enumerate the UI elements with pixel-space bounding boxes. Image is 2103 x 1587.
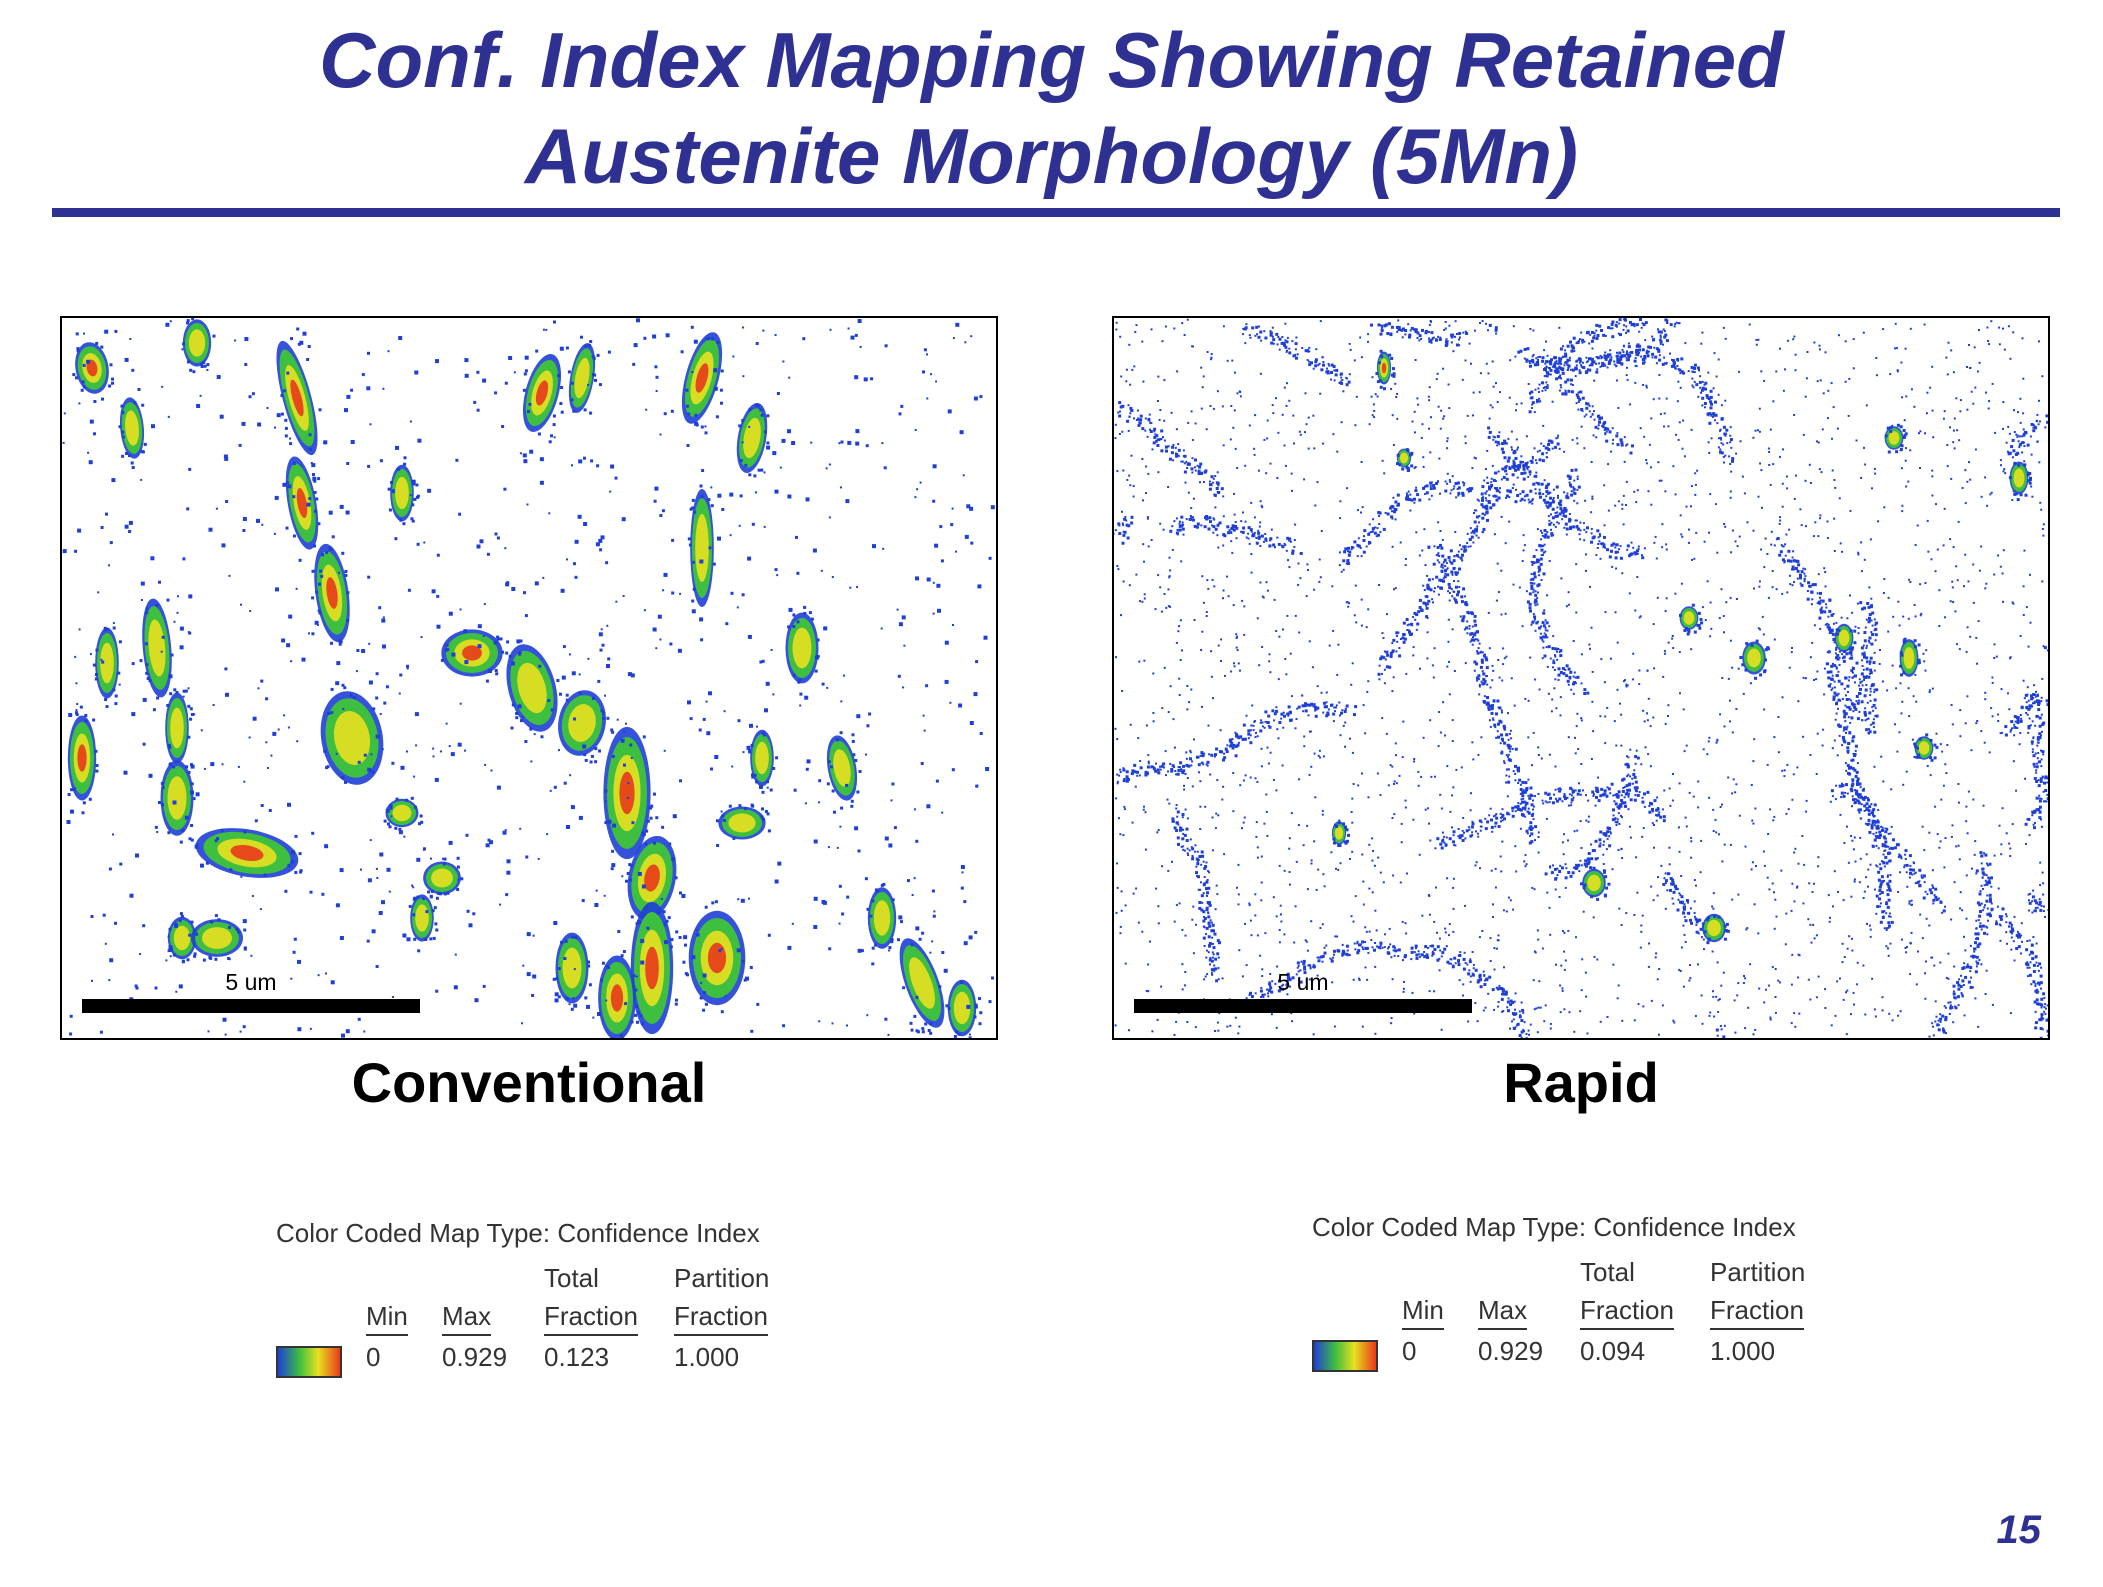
conventional-grain-layer — [62, 318, 995, 1038]
page-number: 15 — [1996, 1508, 2042, 1552]
conventional-ci-color-swatch — [276, 1346, 342, 1378]
conventional-scale-bar — [82, 999, 420, 1013]
rapid-scale-bar-label: 5 um — [1277, 969, 1328, 995]
rapid-legend-col-total-fraction: Total Fraction 0.094 — [1580, 1257, 1674, 1366]
rapid-ci-color-swatch — [1312, 1340, 1378, 1372]
conventional-caption: Conventional — [351, 1051, 707, 1114]
conventional-legend: Color Coded Map Type: Confidence Index M… — [276, 1218, 796, 1388]
title-underline — [52, 208, 2060, 217]
conventional-legend-col-total-fraction: Total Fraction 0.123 — [544, 1263, 638, 1372]
slide-title-line-2: Austenite Morphology (5Mn) — [525, 112, 1578, 200]
conventional-legend-col-partition-fraction: Partition Fraction 1.000 — [674, 1263, 770, 1372]
rapid-scale-bar — [1134, 999, 1472, 1013]
rapid-legend-title: Color Coded Map Type: Confidence Index — [1312, 1212, 1796, 1242]
slide-title-line-1: Conf. Index Mapping Showing Retained — [319, 16, 1784, 104]
rapid-legend-col-min: Min 0 — [1402, 1252, 1444, 1370]
conventional-map-image: 5 um — [62, 318, 995, 1038]
conventional-legend-title: Color Coded Map Type: Confidence Index — [276, 1218, 760, 1248]
conventional-legend-col-max: Max 0.929 — [442, 1258, 507, 1376]
rapid-map-image: 5 um — [1114, 318, 2048, 1038]
conventional-legend-col-min: Min 0 — [366, 1258, 408, 1376]
rapid-legend-col-max: Max 0.929 — [1478, 1252, 1543, 1370]
slide-title: Conf. Index Mapping Showing Retained Aus… — [0, 12, 2103, 204]
rapid-legend-col-partition-fraction: Partition Fraction 1.000 — [1710, 1257, 1806, 1366]
rapid-caption: Rapid — [1503, 1051, 1659, 1114]
rapid-ci-map: 5 um — [1112, 316, 2050, 1040]
conventional-scale-bar-label: 5 um — [225, 969, 276, 995]
conventional-ci-map: 5 um — [60, 316, 998, 1040]
rapid-grain-layer — [1114, 318, 2048, 1038]
rapid-legend: Color Coded Map Type: Confidence Index M… — [1312, 1212, 1832, 1382]
